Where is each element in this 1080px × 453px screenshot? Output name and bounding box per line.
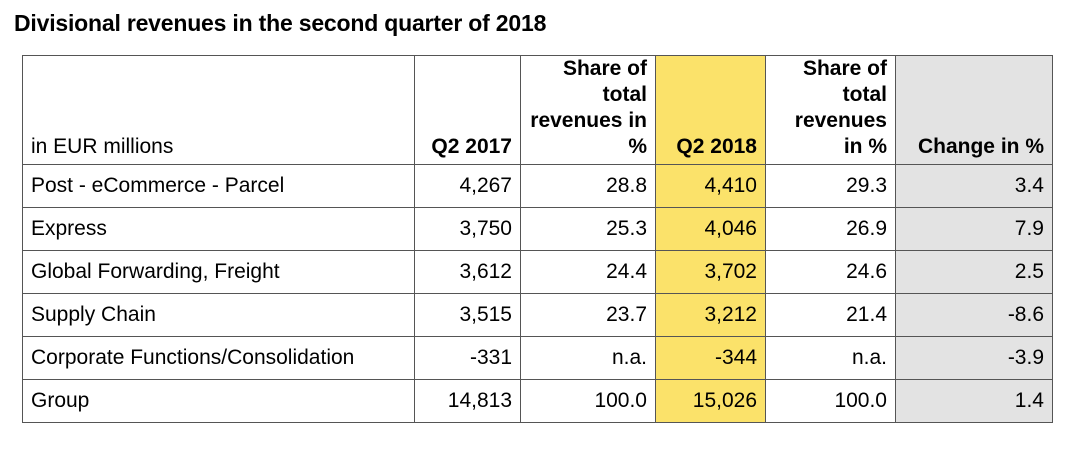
header-share-2018: Share of total revenues in % — [765, 55, 896, 165]
header-row: in EUR millions Q2 2017 Share of total r… — [22, 55, 1053, 165]
cell-share-2017: 24.4 — [520, 250, 656, 294]
cell-share-2017: 28.8 — [520, 164, 656, 208]
page-title: Divisional revenues in the second quarte… — [14, 10, 547, 36]
cell-share-2018: 24.6 — [765, 250, 896, 294]
cell-share-2017: 100.0 — [520, 379, 656, 423]
cell-change: -3.9 — [895, 336, 1053, 380]
cell-division: Post - eCommerce - Parcel — [22, 164, 415, 208]
cell-q2-2017: -331 — [414, 336, 521, 380]
cell-division: Express — [22, 207, 415, 251]
cell-share-2017: n.a. — [520, 336, 656, 380]
cell-q2-2018: 3,212 — [655, 293, 766, 337]
cell-change: 2.5 — [895, 250, 1053, 294]
header-q2-2017: Q2 2017 — [414, 55, 521, 165]
cell-share-2017: 23.7 — [520, 293, 656, 337]
cell-q2-2018: 4,046 — [655, 207, 766, 251]
table-row: Corporate Functions/Consolidation -331 n.a… — [22, 336, 1053, 380]
table-row: Global Forwarding, Freight 3,612 24.4 3,702… — [22, 250, 1053, 294]
table-row: Group 14,813 100.0 15,026 100.0 1.4 — [22, 379, 1053, 423]
table-row: Supply Chain 3,515 23.7 3,212 21.4 -8.6 — [22, 293, 1053, 337]
cell-division: Global Forwarding, Freight — [22, 250, 415, 294]
cell-q2-2018: 4,410 — [655, 164, 766, 208]
cell-q2-2017: 3,612 — [414, 250, 521, 294]
cell-change: 1.4 — [895, 379, 1053, 423]
cell-share-2018: 21.4 — [765, 293, 896, 337]
cell-q2-2018: 15,026 — [655, 379, 766, 423]
cell-change: 7.9 — [895, 207, 1053, 251]
cell-q2-2017: 3,515 — [414, 293, 521, 337]
cell-q2-2017: 3,750 — [414, 207, 521, 251]
cell-change: 3.4 — [895, 164, 1053, 208]
cell-share-2018: n.a. — [765, 336, 896, 380]
revenue-table: in EUR millions Q2 2017 Share of total r… — [22, 55, 1053, 423]
cell-q2-2017: 4,267 — [414, 164, 521, 208]
cell-division: Corporate Functions/Consolidation — [22, 336, 415, 380]
table-row: Express 3,750 25.3 4,046 26.9 7.9 — [22, 207, 1053, 251]
cell-division: Supply Chain — [22, 293, 415, 337]
header-q2-2018: Q2 2018 — [655, 55, 766, 165]
cell-change: -8.6 — [895, 293, 1053, 337]
cell-share-2017: 25.3 — [520, 207, 656, 251]
header-label: in EUR millions — [22, 55, 415, 165]
cell-share-2018: 100.0 — [765, 379, 896, 423]
header-change: Change in % — [895, 55, 1053, 165]
cell-q2-2017: 14,813 — [414, 379, 521, 423]
cell-share-2018: 26.9 — [765, 207, 896, 251]
table-row: Post - eCommerce - Parcel 4,267 28.8 4,410 2… — [22, 164, 1053, 208]
cell-q2-2018: 3,702 — [655, 250, 766, 294]
cell-q2-2018: -344 — [655, 336, 766, 380]
cell-share-2018: 29.3 — [765, 164, 896, 208]
cell-division: Group — [22, 379, 415, 423]
header-share-2017: Share of total revenues in % — [520, 55, 656, 165]
